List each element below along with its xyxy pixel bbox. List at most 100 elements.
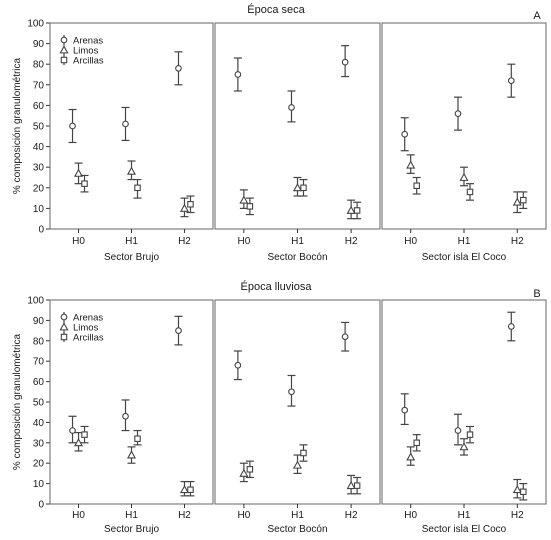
circle-marker bbox=[341, 58, 349, 66]
chart-1: Época seca A % composición granulométrica 0… bbox=[12, 3, 547, 263]
series-arenas bbox=[400, 311, 516, 446]
legend-circle-marker bbox=[60, 36, 68, 44]
legend-square-marker bbox=[60, 333, 68, 341]
square-marker bbox=[300, 184, 307, 192]
circle-marker bbox=[507, 323, 515, 330]
x-tick-label: H2 bbox=[511, 510, 524, 521]
y-axis-title: % composición granulométrica bbox=[12, 57, 23, 194]
triangle-marker bbox=[346, 205, 356, 214]
square-marker bbox=[520, 196, 527, 204]
triangle-marker bbox=[459, 442, 469, 451]
square-marker bbox=[187, 486, 194, 493]
square-marker bbox=[466, 188, 474, 196]
triangle-marker bbox=[179, 484, 190, 494]
series-arcillas bbox=[412, 425, 528, 501]
square-marker bbox=[187, 201, 194, 208]
y-tick-label: 20 bbox=[33, 183, 45, 194]
circle-marker bbox=[341, 333, 349, 341]
x-tick-label: H0 bbox=[72, 236, 85, 247]
circle-marker bbox=[122, 412, 129, 420]
square-marker bbox=[81, 180, 88, 187]
y-tick-label: 100 bbox=[27, 19, 44, 30]
square-marker bbox=[353, 482, 361, 489]
square-marker bbox=[520, 488, 527, 496]
chart-title: Época lluviosa bbox=[241, 280, 313, 293]
legend-triangle-marker bbox=[59, 322, 69, 331]
legend-circle-marker bbox=[60, 313, 68, 321]
x-axis-title: Sector Brujo bbox=[104, 524, 159, 535]
y-tick-label: 80 bbox=[33, 60, 45, 71]
x-tick-label: H2 bbox=[345, 510, 358, 521]
series-arenas bbox=[400, 63, 516, 152]
circle-marker bbox=[401, 130, 409, 138]
triangle-marker bbox=[73, 438, 84, 447]
series-arcillas bbox=[80, 425, 195, 497]
x-tick-label: H1 bbox=[458, 236, 471, 247]
square-marker bbox=[81, 431, 88, 438]
x-tick-label: H0 bbox=[404, 236, 417, 247]
circle-marker bbox=[507, 77, 515, 85]
x-tick-label: H1 bbox=[291, 510, 304, 521]
series-arcillas bbox=[80, 174, 195, 214]
circle-marker bbox=[288, 388, 295, 396]
triangle-marker bbox=[406, 160, 416, 169]
square-marker bbox=[246, 203, 254, 210]
square-marker bbox=[246, 466, 254, 473]
y-tick-label: 10 bbox=[33, 204, 45, 215]
square-marker bbox=[353, 207, 361, 214]
x-axis-title: Sector Bocón bbox=[267, 524, 327, 535]
triangle-marker bbox=[459, 172, 469, 181]
y-tick-label: 70 bbox=[33, 80, 45, 91]
y-axis-title: % composición granulométrica bbox=[12, 333, 23, 470]
series-limos bbox=[406, 154, 522, 214]
x-tick-label: H1 bbox=[125, 236, 138, 247]
panel-frame bbox=[214, 22, 381, 230]
triangle-marker bbox=[512, 484, 522, 494]
legend-label: Arenas bbox=[73, 36, 103, 47]
y-tick-label: 40 bbox=[33, 418, 45, 429]
chart-title: Época seca bbox=[247, 3, 305, 16]
circle-marker bbox=[454, 110, 462, 117]
triangle-marker bbox=[126, 450, 137, 459]
triangle-marker bbox=[73, 168, 84, 177]
x-tick-label: H1 bbox=[125, 510, 138, 521]
series-arenas bbox=[68, 315, 183, 444]
x-tick-label: H0 bbox=[237, 510, 250, 521]
circle-marker bbox=[69, 122, 76, 130]
x-axis-title: Sector Bocón bbox=[267, 252, 327, 263]
x-axis-title: Sector isla El Coco bbox=[422, 252, 507, 263]
x-tick-label: H0 bbox=[237, 236, 250, 247]
panel-letter: B bbox=[533, 288, 540, 300]
triangle-marker bbox=[346, 480, 356, 490]
circle-marker bbox=[234, 71, 242, 78]
circle-marker bbox=[454, 427, 462, 434]
series-limos bbox=[406, 438, 522, 499]
triangle-marker bbox=[239, 468, 249, 477]
circle-marker bbox=[175, 327, 182, 334]
series-arcillas bbox=[412, 176, 528, 209]
y-tick-label: 40 bbox=[33, 142, 45, 153]
y-tick-label: 50 bbox=[33, 398, 45, 409]
triangle-marker bbox=[239, 195, 249, 204]
series-limos bbox=[239, 176, 356, 220]
circle-marker bbox=[288, 104, 295, 111]
x-tick-label: H0 bbox=[72, 510, 85, 521]
y-tick-label: 60 bbox=[33, 101, 45, 112]
series-limos bbox=[73, 432, 190, 497]
y-tick-label: 10 bbox=[33, 479, 45, 490]
square-marker bbox=[134, 435, 141, 442]
circle-marker bbox=[122, 120, 129, 128]
square-marker bbox=[300, 449, 307, 457]
legend-square-marker bbox=[60, 56, 68, 64]
y-tick-label: 100 bbox=[27, 296, 44, 307]
chart-2: Época lluviosa B % composición granulométr… bbox=[12, 280, 547, 535]
y-tick-label: 0 bbox=[38, 500, 44, 511]
square-marker bbox=[466, 431, 474, 438]
x-tick-label: H1 bbox=[458, 510, 471, 521]
legend-label: Limos bbox=[73, 46, 99, 57]
circle-marker bbox=[175, 64, 182, 72]
